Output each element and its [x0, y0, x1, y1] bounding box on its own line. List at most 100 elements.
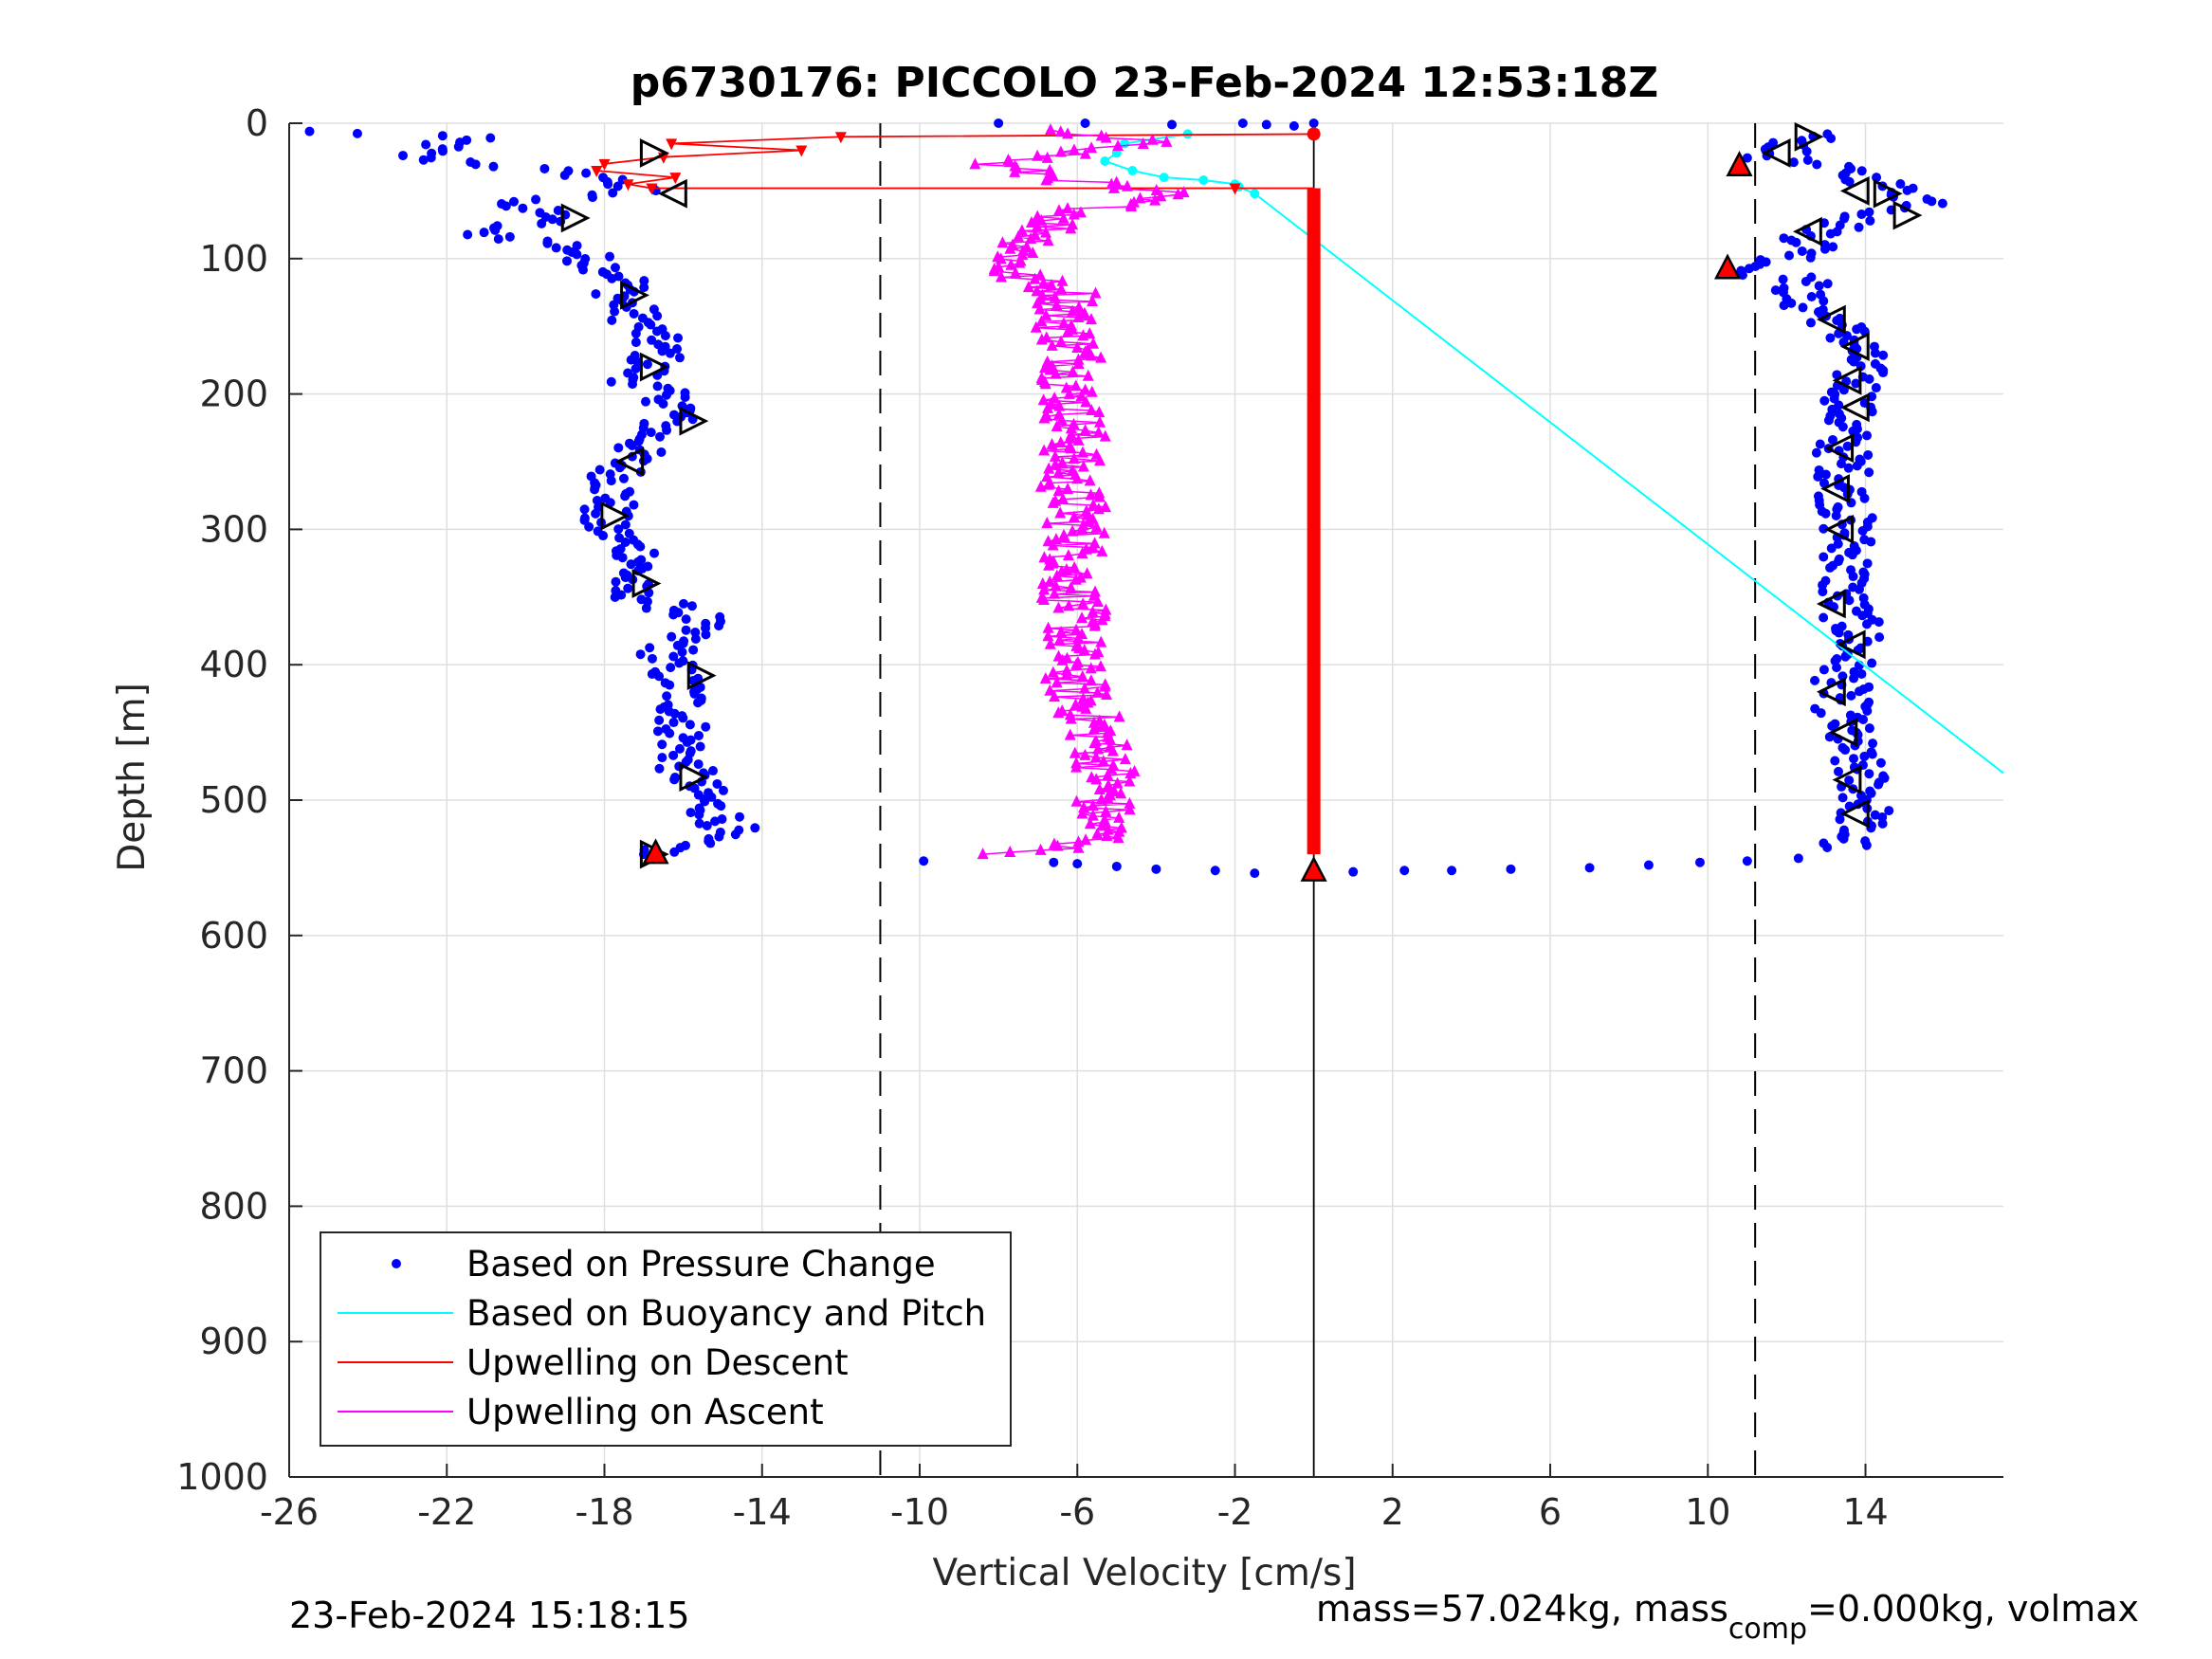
data-point-ascent	[1088, 498, 1100, 510]
data-point-pressure	[700, 796, 710, 807]
data-point-pressure	[679, 598, 689, 609]
data-point-ascent	[1042, 234, 1054, 246]
data-point-ascent	[1068, 452, 1080, 465]
data-point-ascent	[1062, 482, 1074, 494]
data-point-ascent	[1095, 351, 1107, 363]
data-point-pressure	[701, 629, 711, 640]
data-point-ascent	[1076, 547, 1088, 559]
data-point-pressure	[1819, 612, 1829, 623]
data-point-ascent	[1077, 460, 1089, 472]
data-point-ascent	[1052, 601, 1065, 613]
data-point-ascent	[1101, 688, 1113, 701]
data-point-pressure	[488, 161, 499, 172]
data-point-pressure	[647, 653, 657, 664]
data-point-pressure	[1852, 324, 1862, 335]
data-point-pressure	[1857, 611, 1868, 621]
data-point-ascent	[1095, 793, 1107, 805]
data-point-pressure	[1049, 857, 1059, 867]
data-point-pressure	[681, 625, 691, 635]
data-point-ascent	[1090, 750, 1103, 762]
data-point-ascent	[1096, 613, 1108, 626]
data-point-ascent	[1078, 306, 1090, 319]
data-point-ascent	[1038, 444, 1051, 456]
data-point-ascent	[1096, 819, 1108, 831]
data-point-pressure	[710, 816, 721, 827]
data-point-ascent	[1057, 492, 1069, 504]
data-point-pressure	[706, 792, 717, 802]
data-point-ascent	[1043, 462, 1055, 474]
y-tick-label: 0	[246, 102, 268, 144]
data-point-pressure	[657, 739, 667, 750]
data-point-pressure	[686, 808, 696, 818]
data-point-pressure	[587, 192, 597, 203]
data-point-pressure	[681, 757, 691, 767]
data-point-ascent	[1097, 755, 1109, 767]
data-point-pressure	[610, 263, 620, 273]
data-point-ascent	[1079, 147, 1091, 159]
data-point-ascent	[1079, 424, 1091, 436]
data-point-ascent	[1137, 137, 1149, 150]
data-point-pressure	[1867, 407, 1877, 417]
data-point-pressure	[1820, 508, 1831, 519]
data-point-ascent	[1124, 796, 1136, 809]
data-point-ascent	[1072, 835, 1085, 848]
data-point-pressure	[1864, 207, 1874, 217]
data-point-pressure	[1877, 818, 1888, 829]
data-point-pressure	[605, 251, 615, 262]
data-point-pressure	[652, 726, 663, 737]
data-point-pressure	[1072, 859, 1083, 869]
data-point-pressure	[1801, 146, 1812, 156]
data-point-pressure	[714, 831, 724, 842]
data-point-pressure	[718, 785, 728, 795]
marker-left-triangle	[657, 178, 687, 209]
data-point-ascent	[1088, 337, 1100, 349]
tick-labels: -26 -22 -18 -14 -10 -6 -2 2 6 10 14010020030040050…	[176, 102, 1888, 1533]
data-point-pressure	[606, 376, 616, 387]
data-point-ascent	[1053, 399, 1066, 411]
data-point-pressure	[1836, 459, 1846, 469]
data-point-ascent	[1039, 671, 1051, 684]
data-point-ascent	[1067, 524, 1079, 537]
data-point-pressure	[438, 146, 448, 156]
data-point-ascent	[1042, 629, 1054, 642]
data-point-pressure	[594, 465, 605, 475]
data-point-pressure	[463, 229, 473, 240]
data-point-ascent	[1150, 183, 1162, 195]
marker-left-triangle	[1824, 433, 1855, 464]
data-point-ascent	[1094, 660, 1106, 672]
data-point-ascent	[1030, 320, 1042, 333]
data-point-ascent	[1076, 669, 1088, 682]
data-point-ascent	[1047, 496, 1059, 508]
data-point-pressure	[1744, 264, 1754, 274]
data-point-ascent	[1146, 133, 1159, 145]
data-point-pressure	[1859, 493, 1870, 503]
data-point-pressure	[1786, 298, 1797, 308]
data-point-pressure	[652, 311, 663, 321]
data-point-pressure	[674, 353, 685, 363]
data-point-ascent	[1037, 276, 1050, 288]
data-point-pressure	[1819, 478, 1830, 488]
data-point-ascent	[1047, 538, 1059, 551]
data-point-pressure	[1855, 686, 1865, 697]
data-point-pressure	[1828, 242, 1838, 252]
data-point-pressure	[674, 658, 685, 668]
data-point-pressure	[1847, 550, 1857, 560]
data-point-ascent	[1069, 560, 1081, 573]
data-point-pressure	[620, 491, 631, 501]
data-point-pressure	[641, 603, 651, 613]
data-point-descent	[666, 138, 678, 151]
data-point-pressure	[702, 820, 712, 830]
data-point-ascent	[1044, 574, 1056, 587]
data-point-ascent	[1042, 621, 1054, 633]
data-point-pressure	[642, 359, 652, 370]
x-tick-label: -26	[260, 1491, 319, 1533]
data-point-pressure	[750, 823, 760, 833]
data-point-ascent	[1065, 581, 1077, 593]
data-point-pressure	[1862, 705, 1873, 716]
data-point-pressure	[352, 128, 362, 138]
data-point-pressure	[606, 476, 616, 486]
data-point-pressure	[612, 181, 623, 191]
marker-left-triangle	[1824, 514, 1855, 544]
data-point-ascent	[969, 157, 981, 170]
data-point-ascent	[1055, 335, 1068, 347]
